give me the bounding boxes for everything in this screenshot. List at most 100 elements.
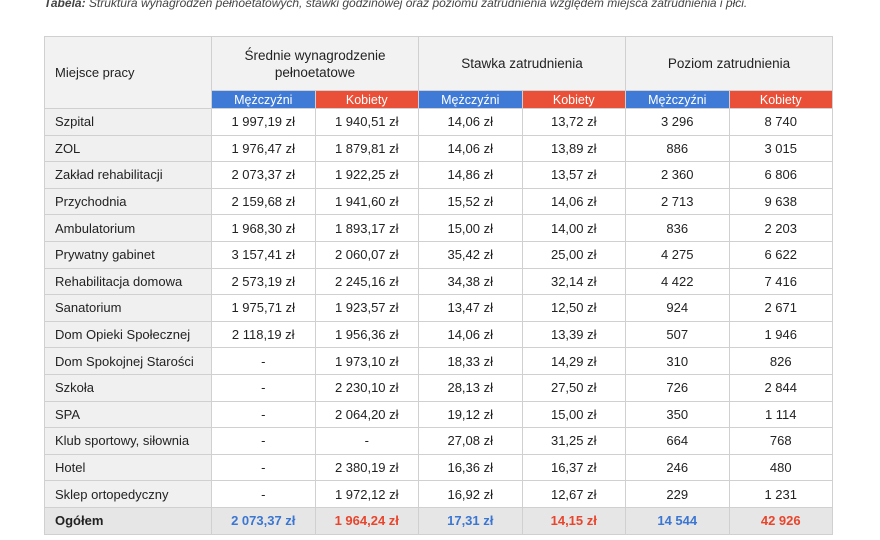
value-cell: 886 [625, 134, 730, 163]
value-cell: 8 740 [728, 108, 833, 136]
value-cell: 2 844 [728, 373, 833, 402]
row-label: Klub sportowy, siłownia [44, 427, 212, 455]
value-cell: 2 118,19 zł [211, 320, 316, 349]
value-cell: 2 573,19 zł [211, 267, 316, 296]
value-cell: - [314, 427, 419, 455]
table-row: ZOL 1 976,47 zł 1 879,81 zł 14,06 zł 13,89 z… [44, 134, 833, 163]
value-cell: 1 893,17 zł [314, 214, 419, 242]
value-cell: 2 060,07 zł [314, 240, 419, 269]
value-cell: 507 [625, 320, 730, 349]
value-cell: 12,50 zł [521, 294, 626, 322]
value-cell: 1 946 [728, 320, 833, 349]
value-cell: 1 941,60 zł [314, 187, 419, 216]
row-label: Ambulatorium [44, 214, 212, 242]
value-cell: 13,47 zł [418, 294, 523, 322]
value-cell: 27,50 zł [521, 373, 626, 402]
value-cell: 18,33 zł [418, 347, 523, 375]
table-body: Szpital 1 997,19 zł 1 940,51 zł 14,06 zł 13,… [44, 108, 833, 535]
value-cell: 1 976,47 zł [211, 134, 316, 163]
subheader-cell: Kobiety [521, 90, 626, 109]
value-cell: 3 296 [625, 108, 730, 136]
subheader-cell: Mężczyźni [418, 90, 523, 109]
value-cell: 826 [728, 347, 833, 375]
value-cell: 14,29 zł [521, 347, 626, 375]
table-row: Sklep ortopedyczny -1 972,12 zł 16,92 zł 12… [44, 480, 833, 508]
value-cell: 1 972,12 zł [314, 480, 419, 508]
value-cell: - [211, 453, 316, 482]
table-row: Szpital 1 997,19 zł 1 940,51 zł 14,06 zł 13,… [44, 108, 833, 136]
row-label: Sklep ortopedyczny [44, 480, 212, 508]
row-label: Hotel [44, 453, 212, 482]
row-label: Przychodnia [44, 187, 212, 216]
data-table: Miejsce pracy Średnie wynagrodzenie pełno… [44, 36, 833, 535]
caption-label: Tabela: [44, 0, 86, 10]
value-cell: 768 [728, 427, 833, 455]
value-cell: 14,06 zł [418, 134, 523, 163]
table-row: Dom Opieki Społecznej 2 118,19 zł 1 956,36… [44, 320, 833, 349]
value-cell: 35,42 zł [418, 240, 523, 269]
value-cell: 2 380,19 zł [314, 453, 419, 482]
value-cell: 32,14 zł [521, 267, 626, 296]
value-cell: 2 360 [625, 161, 730, 189]
caption: Tabela: Struktura wynagrodzeń pełnoetato… [44, 0, 747, 10]
value-cell: 16,36 zł [418, 453, 523, 482]
value-cell: 1 923,57 zł [314, 294, 419, 322]
total-cell: 17,31 zł [418, 506, 523, 535]
value-cell: 14,00 zł [521, 214, 626, 242]
table-row: Szkoła -2 230,10 zł 28,13 zł 27,50 zł 726 2 8… [44, 373, 833, 402]
value-cell: 2 671 [728, 294, 833, 322]
value-cell: 9 638 [728, 187, 833, 216]
value-cell: 836 [625, 214, 730, 242]
value-cell: 27,08 zł [418, 427, 523, 455]
total-row: Ogółem 2 073,37 zł 1 964,24 zł 17,31 zł 14,1… [44, 506, 833, 535]
value-cell: - [211, 400, 316, 429]
value-cell: 6 622 [728, 240, 833, 269]
row-label: Dom Spokojnej Starości [44, 347, 212, 375]
value-cell: 6 806 [728, 161, 833, 189]
subheader-cell: Kobiety [314, 90, 419, 109]
value-cell: 34,38 zł [418, 267, 523, 296]
value-cell: 14,86 zł [418, 161, 523, 189]
value-cell: 350 [625, 400, 730, 429]
total-cell: 42 926 [728, 506, 833, 535]
value-cell: - [211, 480, 316, 508]
value-cell: 246 [625, 453, 730, 482]
value-cell: 13,89 zł [521, 134, 626, 163]
value-cell: 1 973,10 zł [314, 347, 419, 375]
value-cell: 2 245,16 zł [314, 267, 419, 296]
value-cell: - [211, 347, 316, 375]
value-cell: 1 231 [728, 480, 833, 508]
value-cell: 1 968,30 zł [211, 214, 316, 242]
table-row: Hotel -2 380,19 zł 16,36 zł 16,37 zł 246 480 [44, 453, 833, 482]
row-label: SPA [44, 400, 212, 429]
subheader-cell: Mężczyźni [211, 90, 316, 109]
table-row: SPA -2 064,20 zł 19,12 zł 15,00 zł 350 1 114 [44, 400, 833, 429]
table-row: Ambulatorium 1 968,30 zł 1 893,17 zł 15,00 … [44, 214, 833, 242]
value-cell: 7 416 [728, 267, 833, 296]
value-cell: 4 422 [625, 267, 730, 296]
total-cell: 14,15 zł [521, 506, 626, 535]
table-row: Klub sportowy, siłownia - -27,08 zł 31,25 z… [44, 427, 833, 455]
value-cell: 31,25 zł [521, 427, 626, 455]
value-cell: 1 922,25 zł [314, 161, 419, 189]
subheader-row: Mężczyźni Kobiety Mężczyźni Kobiety Mężczyźn… [45, 90, 833, 109]
value-cell: 2 064,20 zł [314, 400, 419, 429]
row-label: Dom Opieki Społecznej [44, 320, 212, 349]
value-cell: 15,00 zł [418, 214, 523, 242]
row-label: Prywatny gabinet [44, 240, 212, 269]
value-cell: 25,00 zł [521, 240, 626, 269]
total-cell: 1 964,24 zł [314, 506, 419, 535]
table-head: Miejsce pracy Średnie wynagrodzenie pełno… [44, 36, 833, 109]
value-cell: 15,00 zł [521, 400, 626, 429]
value-cell: 1 114 [728, 400, 833, 429]
caption-text: Struktura wynagrodzeń pełnoetatowych, st… [88, 0, 748, 10]
row-label: ZOL [44, 134, 212, 163]
value-cell: - [211, 427, 316, 455]
value-cell: 1 940,51 zł [314, 108, 419, 136]
value-cell: 1 975,71 zł [211, 294, 316, 322]
value-cell: 1 879,81 zł [314, 134, 419, 163]
table-row: Dom Spokojnej Starości -1 973,10 zł 18,33 … [44, 347, 833, 375]
subheader-cell: Kobiety [728, 90, 833, 109]
value-cell: 480 [728, 453, 833, 482]
